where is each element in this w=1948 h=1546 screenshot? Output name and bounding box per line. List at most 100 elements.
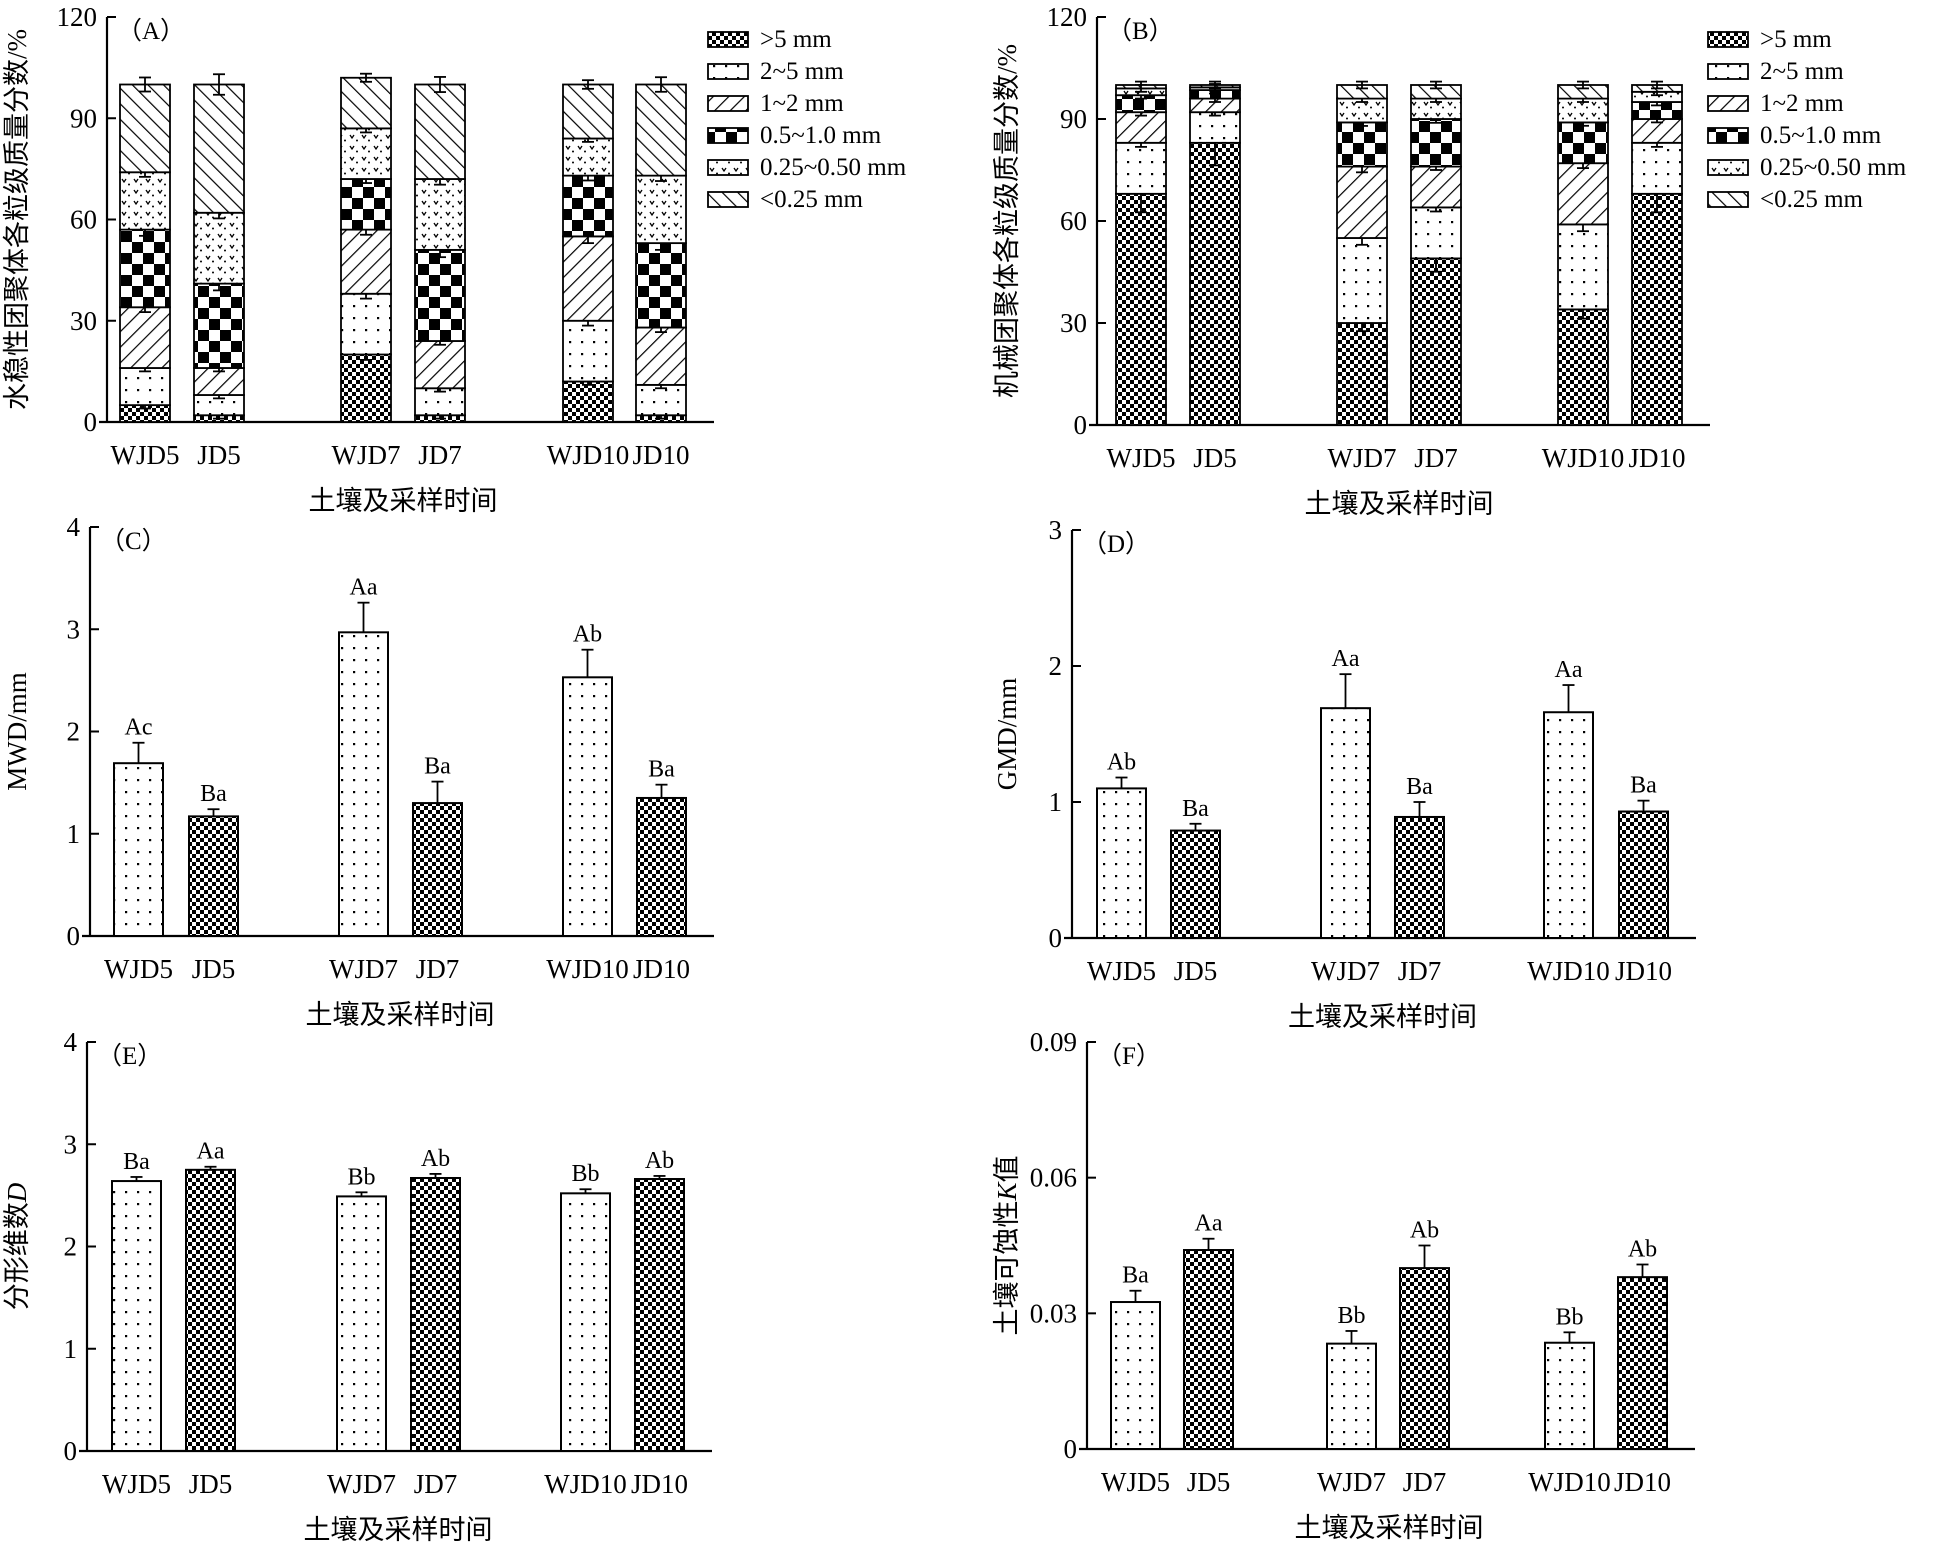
- bar-group-jd10: Ba: [636, 757, 687, 937]
- y-tick-label: 0.03: [1030, 1298, 1077, 1328]
- y-tick-label: 0: [67, 921, 81, 951]
- bar-group-jd7: Ab: [410, 1146, 461, 1452]
- y-tick-label: 0: [1064, 1434, 1078, 1464]
- bar-group-wjd7: Aa: [338, 575, 389, 937]
- significance-label: Ba: [1406, 774, 1433, 800]
- bar-segment-lt0.25: [340, 76, 392, 130]
- y-axis-title: 机械团聚体各粒级质量分数/%: [992, 44, 1022, 398]
- x-tick-label: JD7: [414, 1469, 458, 1499]
- y-tick-label: 2: [67, 717, 81, 747]
- panel-c-mwd: 0 1 2 3 4 （C） WJD5 JD5 WJD7 JD7 WJD10 JD10 土壤及采样时间 MW…: [0, 510, 980, 1030]
- y-tick-label: 3: [1049, 515, 1063, 545]
- bar-group-jd5: Aa: [185, 1139, 236, 1452]
- y-axis-title: MWD/mm: [2, 672, 32, 791]
- significance-label: Bb: [571, 1161, 599, 1187]
- stacked-bar-wjd10: [562, 79, 614, 423]
- bar: [336, 1195, 387, 1452]
- bar-group-jd5: Ba: [188, 781, 239, 937]
- y-tick-label: 0.06: [1030, 1163, 1077, 1193]
- legend-item: 2~5 mm: [1707, 58, 1844, 85]
- stacked-bar-wjd5: [119, 76, 171, 423]
- bar-segment-2to5: [340, 292, 392, 356]
- legend-label: 0.25~0.50 mm: [1760, 154, 1907, 181]
- chart-e-svg: 0 1 2 3 4 （E） WJD5 JD5 WJD7 JD7 WJD10 JD10 土壤及采样时间 分形…: [2, 1027, 712, 1545]
- bar-group-wjd10: Bb: [1544, 1304, 1595, 1451]
- bar-segment-0.5to1: [340, 178, 392, 231]
- x-tick-label: JD7: [1414, 443, 1458, 473]
- x-tick-label: WJD5: [1107, 443, 1176, 473]
- legend-swatch: [1707, 63, 1749, 80]
- x-tick-label: WJD7: [332, 440, 401, 470]
- bar-group-wjd5: Ab: [1096, 750, 1147, 939]
- bar-segment-gt5: [1557, 308, 1609, 426]
- x-tick-label: JD10: [1615, 956, 1672, 986]
- y-tick-label: 120: [57, 2, 98, 32]
- stacked-bar-jd7: [414, 76, 466, 423]
- y-tick-label: 0: [64, 1436, 78, 1466]
- legend-item: >5 mm: [707, 26, 832, 53]
- legend-swatch: [707, 95, 749, 112]
- y-axis-title: 分形维数D: [2, 1182, 32, 1310]
- y-tick-label: 0.09: [1030, 1027, 1077, 1057]
- legend-item: 0.25~0.50 mm: [1707, 154, 1907, 181]
- bar: [412, 802, 463, 938]
- x-tick-label: JD10: [1614, 1467, 1671, 1497]
- bar-segment-gt5: [1115, 192, 1167, 426]
- legend-item: 0.5~1.0 mm: [1707, 122, 1882, 149]
- x-tick-label: WJD10: [547, 440, 630, 470]
- significance-label: Ab: [1410, 1218, 1439, 1244]
- bar-segment-2to5: [1557, 223, 1609, 311]
- stacked-bar-wjd7: [1336, 80, 1388, 426]
- y-tick-label: 30: [70, 306, 97, 336]
- bar-group-wjd10: Aa: [1543, 657, 1594, 939]
- chart-f-svg: 0 0.03 0.06 0.09 （F） WJD5 JD5 WJD7 JD7 WJD10 JD10 土…: [992, 1027, 1695, 1543]
- legend: >5 mm 2~5 mm 1~2 mm 0.5~1.0 mm 0.25~0.50 mm <…: [1707, 26, 1907, 213]
- significance-label: Ba: [200, 781, 227, 807]
- bar-segment-1to2: [1410, 165, 1462, 209]
- x-tick-label: WJD7: [1311, 956, 1380, 986]
- bar-group-jd7: Ba: [412, 754, 463, 938]
- bar-segment-0.25to0.5: [119, 171, 171, 231]
- x-axis-title: 土壤及采样时间: [304, 1515, 493, 1545]
- significance-label: Aa: [1195, 1211, 1223, 1237]
- panel-label: （C）: [100, 527, 167, 555]
- stacked-bar-jd10: [1631, 80, 1683, 426]
- bar-segment-gt5: [340, 353, 392, 423]
- legend-swatch: [1707, 31, 1749, 48]
- x-tick-label: WJD5: [111, 440, 180, 470]
- bar-segment-lt0.25: [193, 83, 245, 214]
- panel-b-mechanical-aggregates: 0 30 60 90 120 （B） WJD5 JD5 WJD7 JD7 WJD10 JD10 土壤及采…: [990, 0, 1948, 519]
- bar-group-jd7: Ba: [1394, 774, 1445, 939]
- panel-a-water-stable-aggregates: 0 30 60 90 120 （A） WJD5 JD5 WJD7 JD7 WJD10 JD10 土壤及采…: [0, 0, 980, 516]
- x-tick-label: WJD7: [1317, 1467, 1386, 1497]
- stacked-bar-jd5: [1189, 80, 1241, 426]
- bar-segment-2to5: [1189, 111, 1241, 144]
- significance-label: Bb: [1337, 1303, 1365, 1329]
- bar-segment-2to5: [1336, 237, 1388, 324]
- y-axis-title: GMD/mm: [992, 678, 1022, 791]
- legend-label: 1~2 mm: [1760, 90, 1844, 117]
- significance-label: Bb: [347, 1164, 375, 1190]
- bar-segment-1to2: [635, 326, 687, 386]
- y-tick-label: 2: [64, 1232, 78, 1262]
- bar: [634, 1178, 685, 1452]
- bar-group-wjd5: Ba: [111, 1149, 162, 1452]
- y-tick-label: 4: [64, 1027, 78, 1057]
- bar-segment-0.5to1: [1336, 121, 1388, 168]
- bar-group-jd7: Ab: [1399, 1218, 1450, 1450]
- bar: [1399, 1267, 1450, 1450]
- x-tick-label: WJD5: [102, 1469, 171, 1499]
- legend-label: <0.25 mm: [760, 186, 864, 213]
- panel-label: （E）: [97, 1042, 162, 1070]
- y-tick-label: 4: [67, 512, 81, 542]
- x-tick-label: JD10: [631, 1469, 688, 1499]
- legend-swatch: [707, 191, 749, 208]
- significance-label: Bb: [1555, 1304, 1583, 1330]
- bar-segment-gt5: [1631, 192, 1683, 426]
- legend-label: 1~2 mm: [760, 90, 844, 117]
- bar-segment-0.25to0.5: [414, 178, 466, 251]
- significance-label: Aa: [197, 1139, 225, 1165]
- significance-label: Ba: [123, 1149, 150, 1175]
- y-tick-label: 30: [1060, 308, 1087, 338]
- x-tick-label: JD5: [192, 954, 236, 984]
